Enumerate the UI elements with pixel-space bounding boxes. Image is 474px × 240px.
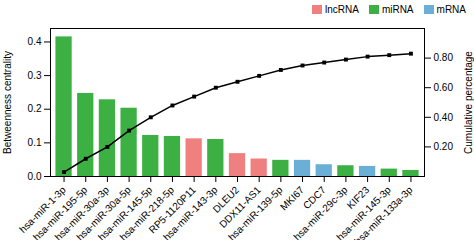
svg-text:0.60: 0.60 — [434, 82, 454, 93]
svg-text:0.20: 0.20 — [434, 141, 454, 152]
html-text:mRNA: mRNA — [436, 3, 466, 15]
svg-text:0.1: 0.1 — [28, 137, 42, 148]
svg-text:KIF23: KIF23 — [344, 184, 372, 211]
svg-text:hsa-miR-139-5p: hsa-miR-139-5p — [226, 184, 285, 240]
svg-text:0.3: 0.3 — [28, 70, 42, 81]
svg-text:0.2: 0.2 — [28, 103, 42, 114]
svg-text:MKI67: MKI67 — [278, 184, 307, 213]
svg-text:0.0: 0.0 — [28, 171, 42, 182]
svg-text:CDC7: CDC7 — [300, 184, 328, 212]
svg-text:hsa-miR-143-3p: hsa-miR-143-3p — [161, 184, 220, 240]
svg-text:DDX11-AS1: DDX11-AS1 — [217, 184, 263, 230]
html-text:miRNA: miRNA — [381, 3, 414, 15]
svg-text:hsa-miR-133a-3p: hsa-miR-133a-3p — [352, 184, 415, 240]
html-text:lncRNA: lncRNA — [325, 3, 359, 15]
svg-text:DLEU2: DLEU2 — [210, 184, 242, 215]
svg-text:hsa-miR-1-3p: hsa-miR-1-3p — [17, 184, 68, 235]
svg-text:RP5-1120P11: RP5-1120P11 — [146, 184, 198, 236]
svg-text:0.40: 0.40 — [434, 112, 454, 123]
svg-text:0.4: 0.4 — [28, 36, 42, 47]
svg-text:Betweenness centrality: Betweenness centrality — [2, 51, 13, 154]
svg-text:0.80: 0.80 — [434, 52, 454, 63]
svg-text:Cumulative percentage: Cumulative percentage — [463, 51, 474, 154]
